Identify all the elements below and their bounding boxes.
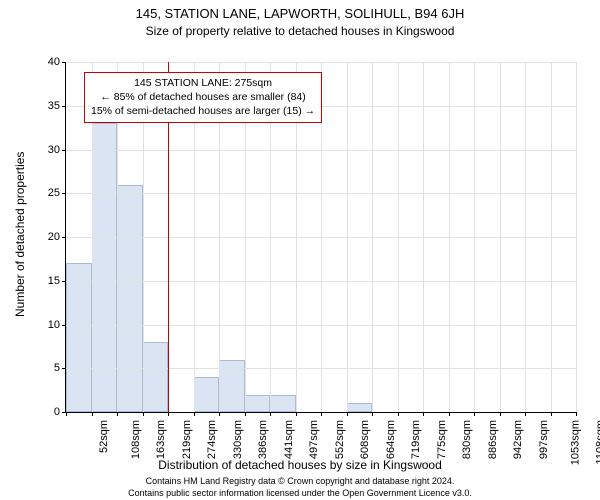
x-tick-label: 219sqm (181, 420, 193, 459)
y-tick-label: 15 (0, 275, 60, 287)
y-tick-mark (62, 193, 66, 194)
gridline-v (372, 62, 373, 412)
x-tick-mark (398, 412, 399, 416)
x-tick-label: 719sqm (410, 420, 422, 459)
x-tick-mark (525, 412, 526, 416)
x-tick-label: 441sqm (283, 420, 295, 459)
page-title: 145, STATION LANE, LAPWORTH, SOLIHULL, B… (0, 6, 600, 21)
x-tick-label: 497sqm (308, 420, 320, 459)
x-tick-label: 886sqm (487, 420, 499, 459)
bar (143, 342, 169, 412)
x-tick-mark (219, 412, 220, 416)
y-axis-label: Number of detached properties (13, 157, 27, 317)
y-tick-label: 35 (0, 100, 60, 112)
gridline-v (449, 62, 450, 412)
y-tick-mark (62, 368, 66, 369)
y-tick-mark (62, 150, 66, 151)
y-tick-label: 20 (0, 231, 60, 243)
bar (66, 263, 92, 412)
x-tick-label: 163sqm (155, 420, 167, 459)
gridline-v (500, 62, 501, 412)
y-tick-mark (62, 237, 66, 238)
x-axis-label: Distribution of detached houses by size … (0, 458, 600, 472)
bar (194, 377, 220, 412)
y-tick-mark (62, 281, 66, 282)
x-tick-mark (551, 412, 552, 416)
page-subtitle: Size of property relative to detached ho… (0, 24, 600, 38)
x-tick-label: 108sqm (130, 420, 142, 459)
y-tick-label: 40 (0, 56, 60, 68)
x-tick-label: 608sqm (359, 420, 371, 459)
bar (245, 395, 271, 413)
x-tick-label: 274sqm (206, 420, 218, 459)
y-tick-mark (62, 106, 66, 107)
gridline-v (398, 62, 399, 412)
gridline-v (347, 62, 348, 412)
chart: 145 STATION LANE: 275sqm ← 85% of detach… (65, 62, 576, 413)
x-tick-mark (423, 412, 424, 416)
y-tick-label: 30 (0, 144, 60, 156)
x-tick-mark (321, 412, 322, 416)
x-tick-label: 330sqm (232, 420, 244, 459)
x-tick-label: 552sqm (334, 420, 346, 459)
x-tick-mark (66, 412, 67, 416)
x-tick-mark (449, 412, 450, 416)
y-tick-label: 5 (0, 362, 60, 374)
footer: Contains HM Land Registry data © Crown c… (0, 476, 600, 499)
x-tick-label: 997sqm (538, 420, 550, 459)
bar (270, 395, 296, 413)
y-tick-label: 0 (0, 406, 60, 418)
y-tick-label: 25 (0, 187, 60, 199)
annotation-line2: ← 85% of detached houses are smaller (84… (91, 90, 315, 104)
x-tick-mark (117, 412, 118, 416)
x-tick-label: 942sqm (512, 420, 524, 459)
x-tick-mark (194, 412, 195, 416)
gridline-v (423, 62, 424, 412)
x-tick-label: 830sqm (461, 420, 473, 459)
x-tick-mark (576, 412, 577, 416)
x-tick-label: 52sqm (98, 420, 110, 453)
footer-line2: Contains public sector information licen… (0, 488, 600, 500)
gridline-v (525, 62, 526, 412)
x-tick-mark (92, 412, 93, 416)
annotation-box: 145 STATION LANE: 275sqm ← 85% of detach… (84, 72, 322, 123)
y-tick-label: 10 (0, 319, 60, 331)
x-tick-mark (474, 412, 475, 416)
annotation-line3: 15% of semi-detached houses are larger (… (91, 104, 315, 118)
bar (347, 403, 373, 412)
y-tick-mark (62, 325, 66, 326)
annotation-line1: 145 STATION LANE: 275sqm (91, 76, 315, 90)
y-tick-mark (62, 62, 66, 63)
x-tick-mark (296, 412, 297, 416)
x-tick-mark (168, 412, 169, 416)
x-tick-label: 664sqm (385, 420, 397, 459)
x-tick-mark (500, 412, 501, 416)
x-tick-mark (347, 412, 348, 416)
x-tick-label: 386sqm (257, 420, 269, 459)
x-tick-mark (143, 412, 144, 416)
gridline-v (474, 62, 475, 412)
x-tick-mark (372, 412, 373, 416)
gridline-v (551, 62, 552, 412)
x-tick-label: 775sqm (436, 420, 448, 459)
x-tick-mark (245, 412, 246, 416)
bar (117, 185, 143, 413)
footer-line1: Contains HM Land Registry data © Crown c… (0, 476, 600, 488)
x-tick-mark (270, 412, 271, 416)
gridline-v (576, 62, 577, 412)
